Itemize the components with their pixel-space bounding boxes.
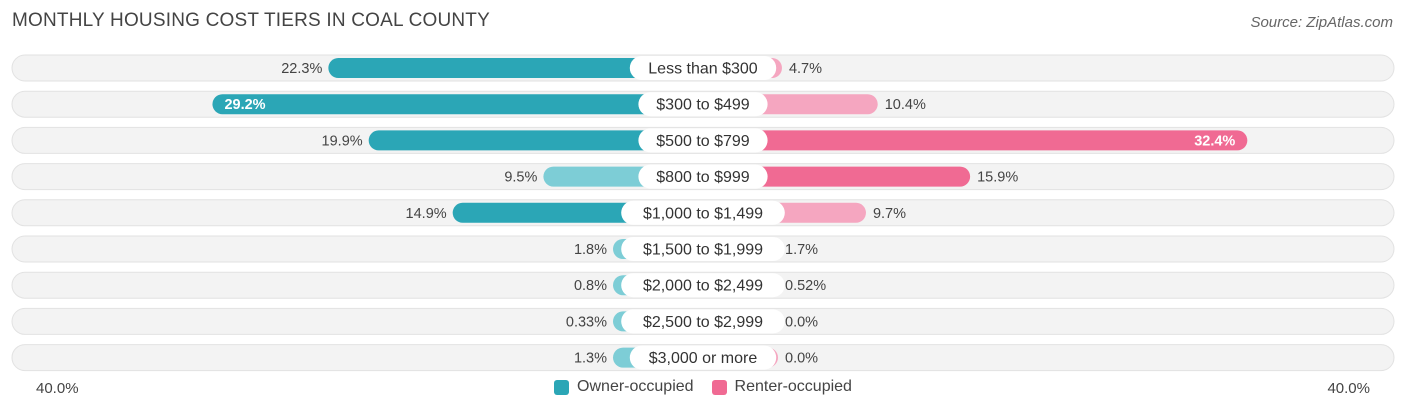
- chart-title: MONTHLY HOUSING COST TIERS IN COAL COUNT…: [12, 10, 490, 31]
- owner-value-label: 14.9%: [406, 206, 447, 222]
- category-label: $1,000 to $1,499: [643, 205, 763, 222]
- category-label: Less than $300: [648, 61, 758, 78]
- renter-bar: [703, 166, 971, 187]
- owner-value-label: 29.2%: [224, 97, 265, 113]
- renter-value-label: 0.0%: [785, 314, 818, 330]
- owner-value-label: 22.3%: [281, 61, 322, 77]
- legend-renter-label: Renter-occupied: [734, 378, 852, 395]
- category-label: $300 to $499: [656, 97, 750, 114]
- owner-value-label: 1.8%: [574, 242, 607, 258]
- renter-value-label: 10.4%: [885, 97, 926, 113]
- renter-value-label: 0.0%: [785, 351, 818, 367]
- category-pill: [638, 128, 768, 153]
- category-pill: [621, 200, 785, 225]
- category-pill: [621, 273, 785, 298]
- category-pill: [621, 309, 785, 334]
- renter-value-label: 0.52%: [785, 278, 826, 294]
- owner-bar: [328, 58, 703, 78]
- owner-bar: [368, 130, 703, 151]
- category-pill: [638, 92, 768, 117]
- category-pill: [621, 237, 785, 261]
- axis-right-label: 40.0%: [1327, 380, 1370, 397]
- owner-value-label: 0.33%: [566, 314, 607, 330]
- category-label: $3,000 or more: [649, 350, 758, 367]
- owner-value-label: 1.3%: [574, 351, 607, 367]
- source-label: Source: ZipAtlas.com: [1250, 14, 1393, 31]
- renter-swatch: [711, 379, 727, 395]
- renter-value-label: 32.4%: [1194, 133, 1235, 149]
- category-pill: [638, 164, 768, 189]
- renter-value-label: 4.7%: [789, 61, 822, 77]
- owner-value-label: 9.5%: [504, 170, 537, 186]
- category-pill: [629, 56, 777, 80]
- owner-bar: [212, 94, 703, 115]
- axis-left-label: 40.0%: [36, 380, 79, 397]
- category-label: $1,500 to $1,999: [643, 242, 763, 259]
- legend-item-owner: Owner-occupied: [554, 378, 694, 396]
- category-label: $2,000 to $2,499: [643, 278, 763, 295]
- renter-value-label: 1.7%: [785, 242, 818, 258]
- owner-value-label: 0.8%: [574, 278, 607, 294]
- category-label: $2,500 to $2,999: [643, 314, 763, 331]
- legend: Owner-occupied Renter-occupied: [0, 378, 1406, 396]
- legend-owner-label: Owner-occupied: [577, 378, 694, 395]
- legend-item-renter: Renter-occupied: [711, 378, 852, 396]
- renter-value-label: 15.9%: [977, 170, 1018, 186]
- category-label: $800 to $999: [656, 169, 750, 186]
- renter-bar: [703, 130, 1248, 151]
- renter-value-label: 9.7%: [873, 206, 906, 222]
- owner-swatch: [554, 379, 570, 395]
- category-pill: [629, 345, 777, 370]
- category-label: $500 to $799: [656, 133, 750, 150]
- owner-value-label: 19.9%: [322, 133, 363, 149]
